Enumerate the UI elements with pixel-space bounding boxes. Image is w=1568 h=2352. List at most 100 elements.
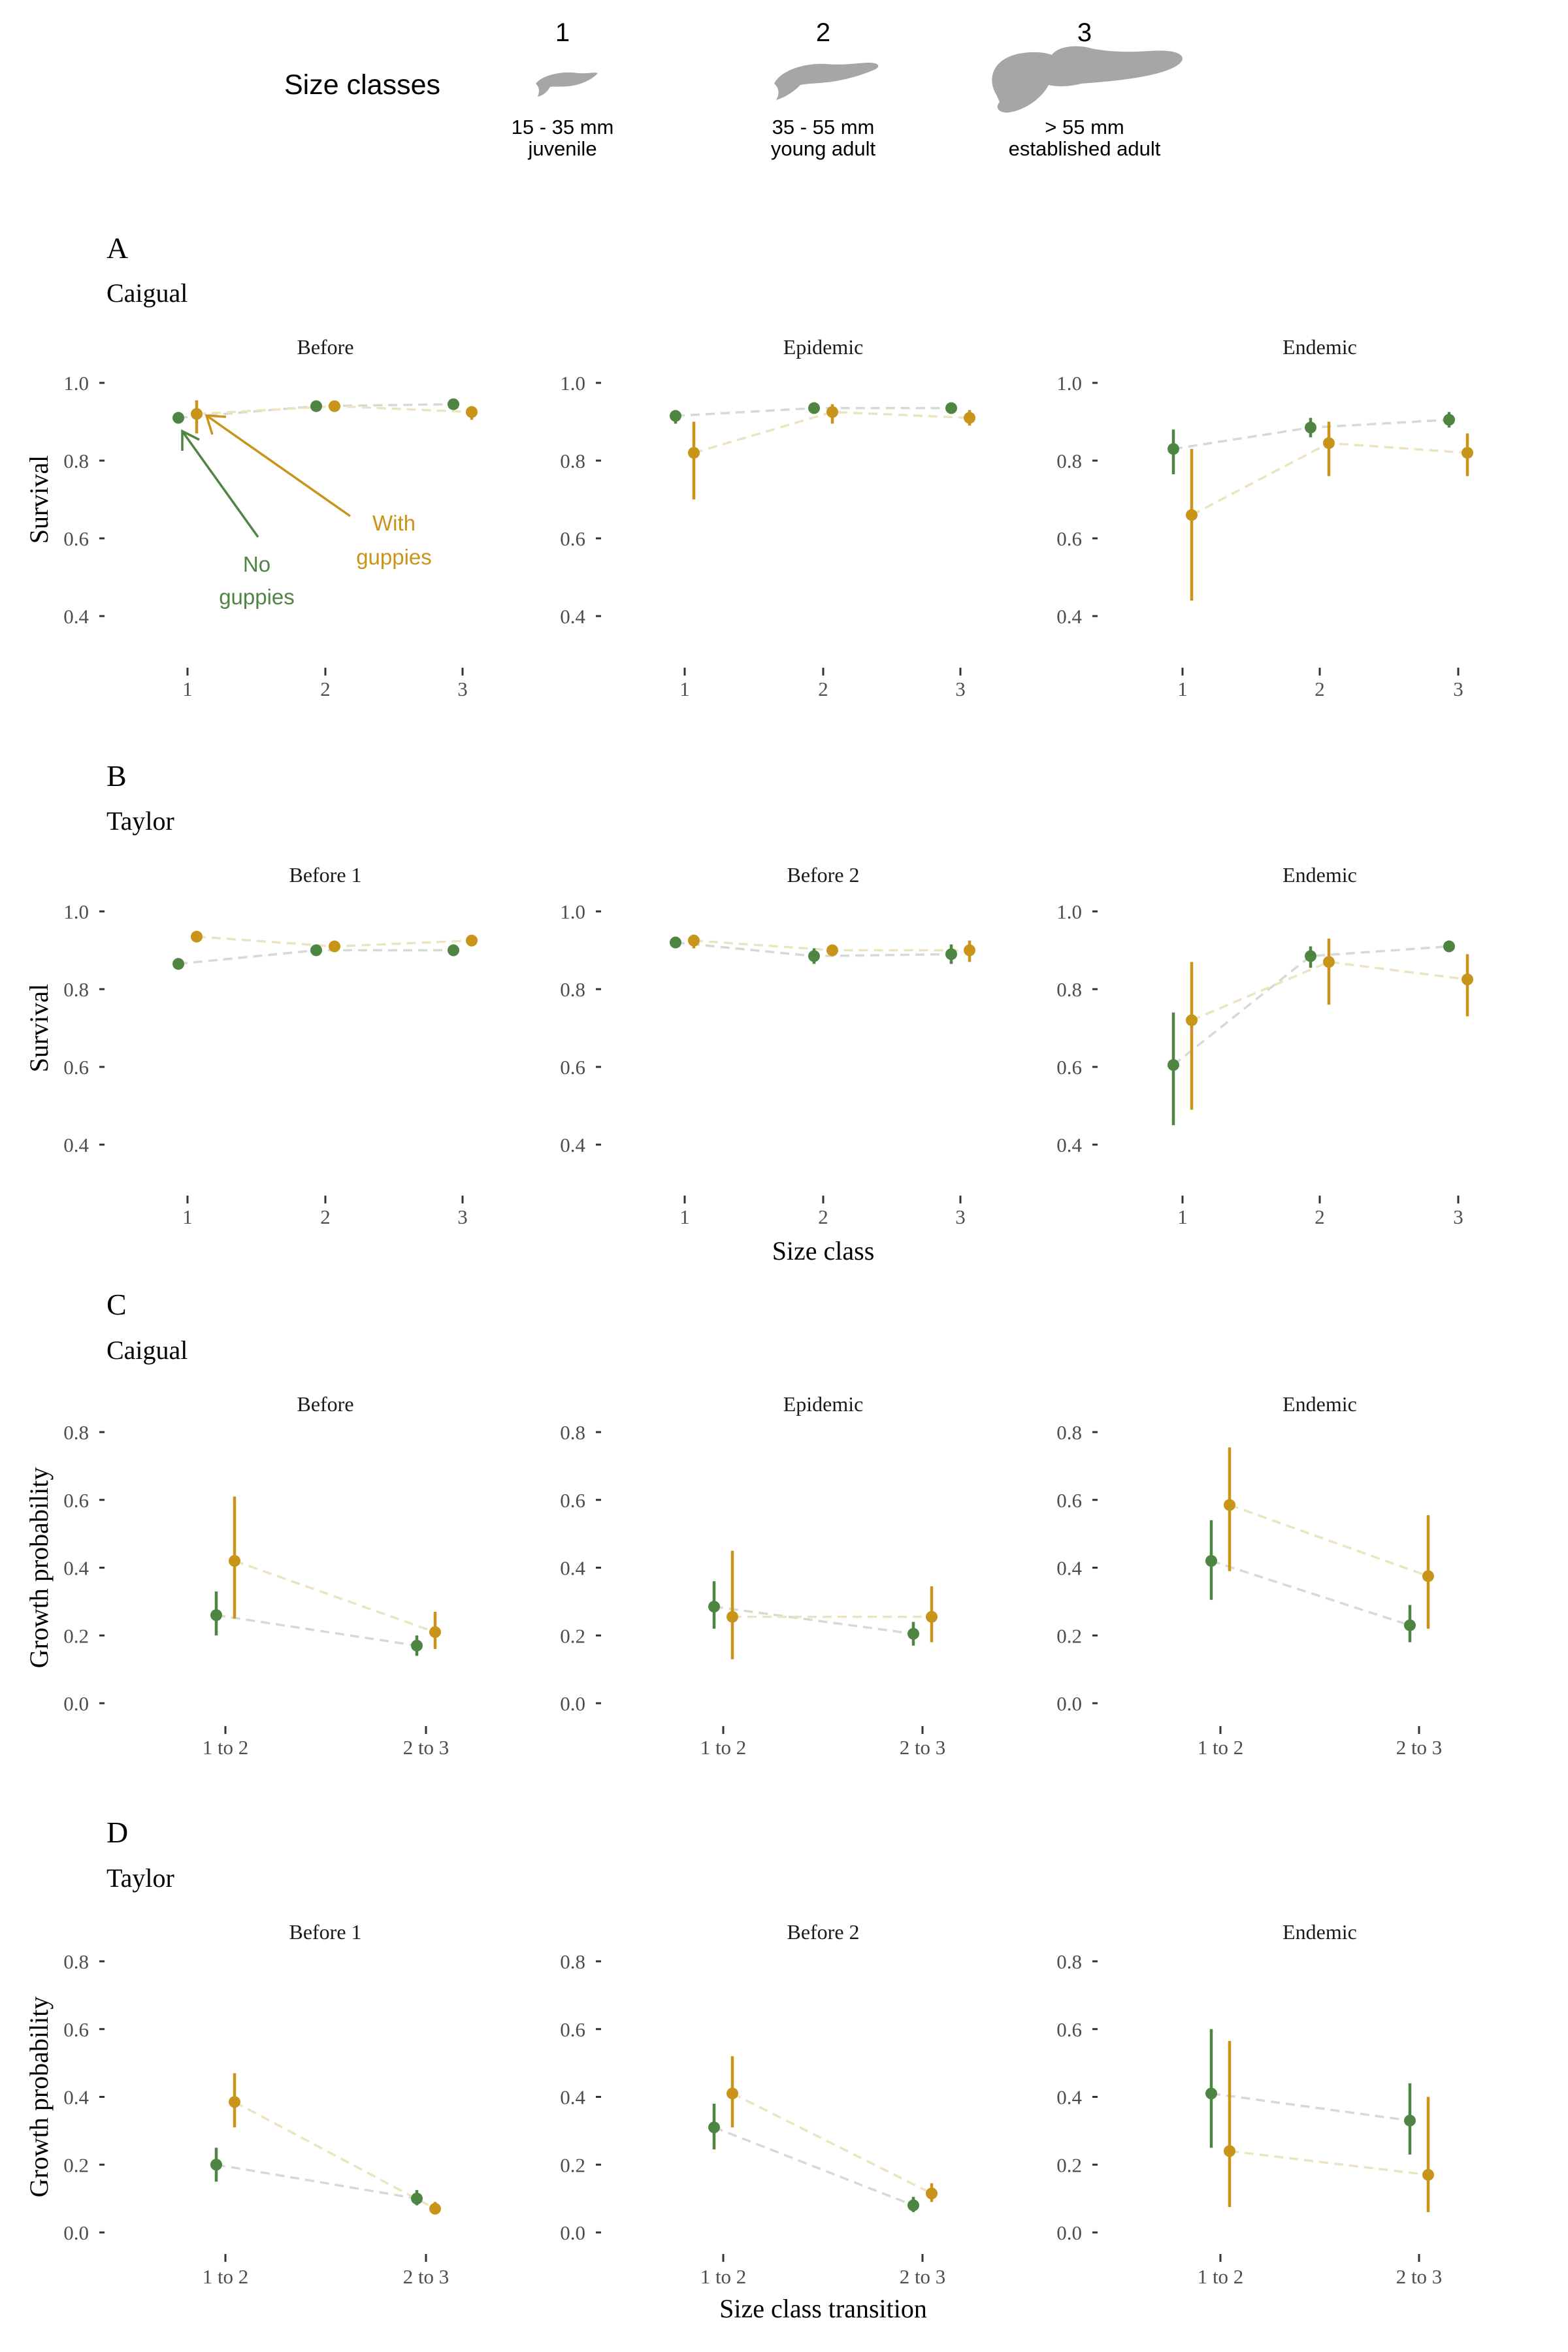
x-tick-label: 1: [679, 1205, 690, 1228]
y-tick-label: 0.8: [1056, 449, 1082, 472]
data-point-no-guppies: [708, 1601, 720, 1613]
fish-icon-small: [536, 72, 598, 97]
y-tick-label: 0.0: [560, 1692, 585, 1715]
y-tick-label: 0.4: [560, 2086, 585, 2109]
panel-site-title: Taylor: [106, 806, 174, 836]
x-tick-label: 1 to 2: [1198, 2265, 1244, 2288]
size-class-legend: Size classes 1 15 - 35 mm juvenile 2 35 …: [284, 18, 1183, 160]
facet-D-1: Before 1 0.0 0.2 0.4 0.6 0.8 1 to 2 2 to 3: [63, 1920, 449, 2288]
facet-B-1: Before 1 0.4 0.6 0.8 1.0 1 2 3: [63, 863, 478, 1228]
y-tick-label: 0.8: [63, 449, 89, 472]
data-point-no-guppies: [907, 2199, 919, 2212]
data-point-with-guppies: [1186, 509, 1198, 521]
data-point-with-guppies: [1462, 973, 1473, 986]
series-dashed-line-no-guppies: [713, 2126, 914, 2207]
series-dashed-line-with-guppies: [693, 410, 970, 454]
data-point-no-guppies: [310, 944, 322, 956]
y-tick-label: 0.8: [560, 449, 585, 472]
x-axis-title-size-class: Size class: [772, 1236, 875, 1266]
series-dashed-line-no-guppies: [216, 1614, 417, 1647]
x-tick-label: 2: [1315, 1205, 1325, 1228]
y-tick-label: 0.6: [63, 527, 89, 550]
data-point-no-guppies: [448, 398, 459, 410]
data-point-with-guppies: [826, 406, 838, 418]
y-axis-title: Growth probability: [24, 1467, 54, 1669]
y-tick-label: 0.2: [1056, 1624, 1082, 1647]
y-tick-label: 0.4: [63, 1557, 89, 1580]
data-point-no-guppies: [1305, 950, 1316, 962]
legend-class-number-3: 3: [1077, 18, 1092, 47]
fish-icon-medium: [774, 62, 879, 100]
y-tick-label: 0.0: [63, 2221, 89, 2244]
facet-D-2: Before 2 0.0 0.2 0.4 0.6 0.8 1 to 2 2 to 3: [560, 1920, 945, 2288]
legend-class-stage-1: juvenile: [527, 137, 596, 160]
x-tick-label: 1: [182, 678, 193, 700]
y-tick-label: 0.6: [63, 1056, 89, 1079]
data-point-with-guppies: [1323, 437, 1335, 449]
x-tick-label: 1 to 2: [203, 2265, 249, 2288]
y-tick-label: 0.8: [560, 1421, 585, 1444]
y-tick-label: 0.8: [1056, 978, 1082, 1001]
y-tick-label: 0.6: [560, 1489, 585, 1512]
data-point-no-guppies: [210, 2159, 222, 2171]
data-point-with-guppies: [1422, 1570, 1434, 1582]
data-point-with-guppies: [727, 1610, 738, 1623]
data-point-with-guppies: [466, 934, 478, 947]
y-tick-label: 0.6: [1056, 1489, 1082, 1512]
data-point-no-guppies: [1443, 414, 1455, 426]
legend-class-range-1: 15 - 35 mm: [512, 116, 614, 139]
x-tick-label: 3: [1453, 1205, 1463, 1228]
y-tick-label: 0.4: [1056, 1134, 1082, 1156]
x-tick-label: 2 to 3: [403, 1736, 449, 1759]
data-point-no-guppies: [210, 1609, 222, 1622]
data-point-no-guppies: [1404, 2114, 1416, 2127]
x-tick-label: 3: [457, 1205, 468, 1228]
with-guppies-label: With: [372, 511, 416, 535]
x-tick-label: 2 to 3: [403, 2265, 449, 2288]
series-dashed-line-with-guppies: [234, 2100, 436, 2210]
data-point-with-guppies: [229, 2096, 240, 2108]
panel-site-title: Caigual: [106, 278, 188, 308]
data-point-with-guppies: [466, 406, 478, 418]
data-point-with-guppies: [826, 944, 838, 956]
data-point-no-guppies: [670, 410, 681, 422]
y-tick-label: 0.4: [560, 605, 585, 628]
series-dashed-line-with-guppies: [234, 1560, 436, 1633]
data-point-no-guppies: [808, 950, 820, 962]
data-point-no-guppies: [172, 412, 184, 424]
data-point-no-guppies: [945, 402, 957, 414]
x-tick-label: 2: [818, 678, 828, 700]
data-point-no-guppies: [907, 1627, 919, 1640]
no-guppies-arrow: [181, 430, 259, 538]
data-point-with-guppies: [688, 447, 700, 459]
data-point-no-guppies: [670, 936, 681, 949]
data-point-with-guppies: [1224, 2145, 1235, 2157]
guppy-annotations: No guppies With guppies: [181, 414, 432, 609]
y-tick-label: 0.8: [560, 1950, 585, 1973]
x-tick-label: 3: [457, 678, 468, 700]
panel-D: D Taylor Growth probability Before 1 0.0 0.2 0…: [24, 1816, 1442, 2288]
data-point-with-guppies: [329, 400, 340, 412]
y-axis-title: Survival: [24, 984, 54, 1073]
y-tick-label: 0.4: [63, 2086, 89, 2109]
panel-letter: B: [106, 759, 127, 792]
data-point-with-guppies: [191, 930, 203, 943]
y-tick-label: 0.0: [560, 2221, 585, 2244]
panel-site-title: Taylor: [106, 1863, 174, 1893]
facet-D-3: Endemic 0.0 0.2 0.4 0.6 0.8 1 to 2 2 to 3: [1056, 1920, 1442, 2288]
y-tick-label: 0.8: [63, 978, 89, 1001]
data-point-with-guppies: [1186, 1014, 1198, 1026]
y-tick-label: 0.4: [1056, 605, 1082, 628]
data-point-no-guppies: [411, 1639, 423, 1652]
data-point-with-guppies: [964, 944, 975, 956]
x-tick-label: 1: [679, 678, 690, 700]
facet-title: Before 1: [289, 1920, 361, 1944]
x-tick-label: 1 to 2: [700, 1736, 747, 1759]
y-tick-label: 1.0: [560, 372, 585, 395]
facet-title: Endemic: [1282, 1392, 1357, 1416]
facet-title: Endemic: [1282, 863, 1357, 887]
y-tick-label: 0.0: [1056, 1692, 1082, 1715]
data-point-no-guppies: [1168, 443, 1179, 455]
